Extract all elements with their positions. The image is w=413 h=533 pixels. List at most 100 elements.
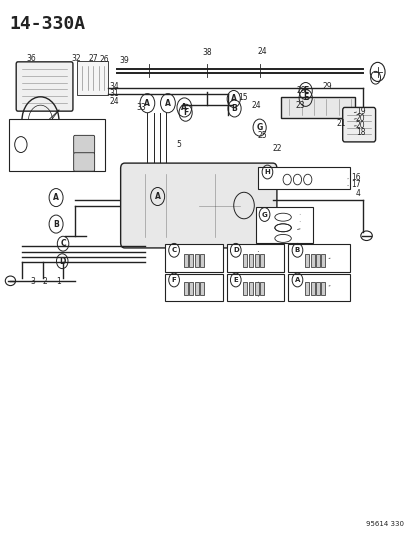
Text: B: B [231,104,237,113]
Text: G: G [256,123,262,132]
Text: 8: 8 [191,257,196,265]
Bar [259,254,263,266]
Bar [254,282,258,295]
Bar [189,254,193,266]
Bar [320,282,325,295]
Bar [258,167,349,189]
Text: 14: 14 [302,216,312,225]
Bar [304,254,308,266]
FancyBboxPatch shape [74,153,95,171]
Text: 26: 26 [99,55,109,64]
Text: 9: 9 [261,277,266,286]
Bar [248,254,252,266]
Text: 9: 9 [261,246,266,255]
Text: B: B [53,220,59,229]
Text: 17: 17 [302,224,312,233]
Text: 5: 5 [176,140,180,149]
Text: 17: 17 [261,261,270,270]
Bar [189,282,193,295]
Text: 1: 1 [56,277,61,286]
Bar [288,274,349,302]
Text: 23: 23 [294,101,304,110]
Bar [165,274,222,302]
Bar [254,254,258,266]
Text: 6: 6 [332,280,337,289]
Bar [199,282,204,295]
Text: 9: 9 [206,278,211,287]
Text: A: A [53,193,59,202]
Text: 24: 24 [251,101,261,110]
Text: C: C [171,247,176,253]
Text: C: C [60,239,66,248]
Bar [288,244,349,272]
Bar [9,119,105,171]
Bar [280,97,354,118]
Text: D: D [233,247,238,253]
Bar [310,282,314,295]
Bar [195,282,199,295]
Text: 11: 11 [261,254,270,263]
Text: 13: 13 [302,209,312,218]
Bar [195,254,199,266]
Text: 32: 32 [71,54,81,63]
Bar [165,244,222,272]
Text: 28: 28 [296,86,305,95]
Text: 39: 39 [119,56,129,64]
Bar [259,282,263,295]
Text: F: F [183,108,188,117]
Text: 24: 24 [256,47,266,56]
Text: PNC: PNC [33,124,51,132]
Bar [310,254,314,266]
Text: A: A [154,192,160,201]
Text: A: A [230,94,236,103]
Text: G: G [261,212,267,217]
Text: 17: 17 [175,278,185,287]
Text: 4: 4 [355,189,360,198]
Text: 27: 27 [89,54,98,63]
Text: 24: 24 [65,126,75,135]
Bar [226,274,284,302]
Text: E: E [233,277,237,283]
Text: E: E [302,93,308,102]
Bar [183,282,187,295]
Text: 30: 30 [35,157,45,166]
Text: 33: 33 [136,103,146,112]
Text: 31: 31 [109,89,119,98]
Text: 19: 19 [355,107,365,116]
FancyBboxPatch shape [74,135,95,154]
Text: A: A [181,103,187,112]
Text: 24: 24 [109,97,119,106]
FancyBboxPatch shape [120,163,276,248]
Bar [316,254,320,266]
Bar [320,254,325,266]
Bar [316,282,320,295]
Text: 20: 20 [355,114,365,123]
Text: 36: 36 [26,54,36,62]
Text: 22: 22 [272,144,282,154]
Text: E: E [302,86,308,95]
FancyBboxPatch shape [342,108,375,142]
Text: 2: 2 [43,277,47,286]
Text: 12: 12 [261,284,270,293]
Text: A: A [294,277,299,283]
Bar [304,282,308,295]
Bar [77,61,108,95]
Text: 17: 17 [350,180,360,189]
Text: A: A [144,99,150,108]
Bar [242,254,247,266]
Text: 29: 29 [322,82,332,91]
Text: 17: 17 [261,291,270,300]
Text: 35: 35 [35,140,45,149]
Text: 15: 15 [238,93,248,102]
Bar [255,207,312,243]
Text: 14-330A: 14-330A [9,14,85,33]
Text: 21: 21 [335,119,345,128]
Text: 18: 18 [356,128,366,137]
Text: 38: 38 [202,48,211,57]
Text: 95614 330: 95614 330 [366,521,404,527]
Bar [248,282,252,295]
Bar [199,254,204,266]
Text: 10: 10 [190,278,200,287]
Text: 7: 7 [332,253,337,262]
Text: 34: 34 [109,82,119,91]
